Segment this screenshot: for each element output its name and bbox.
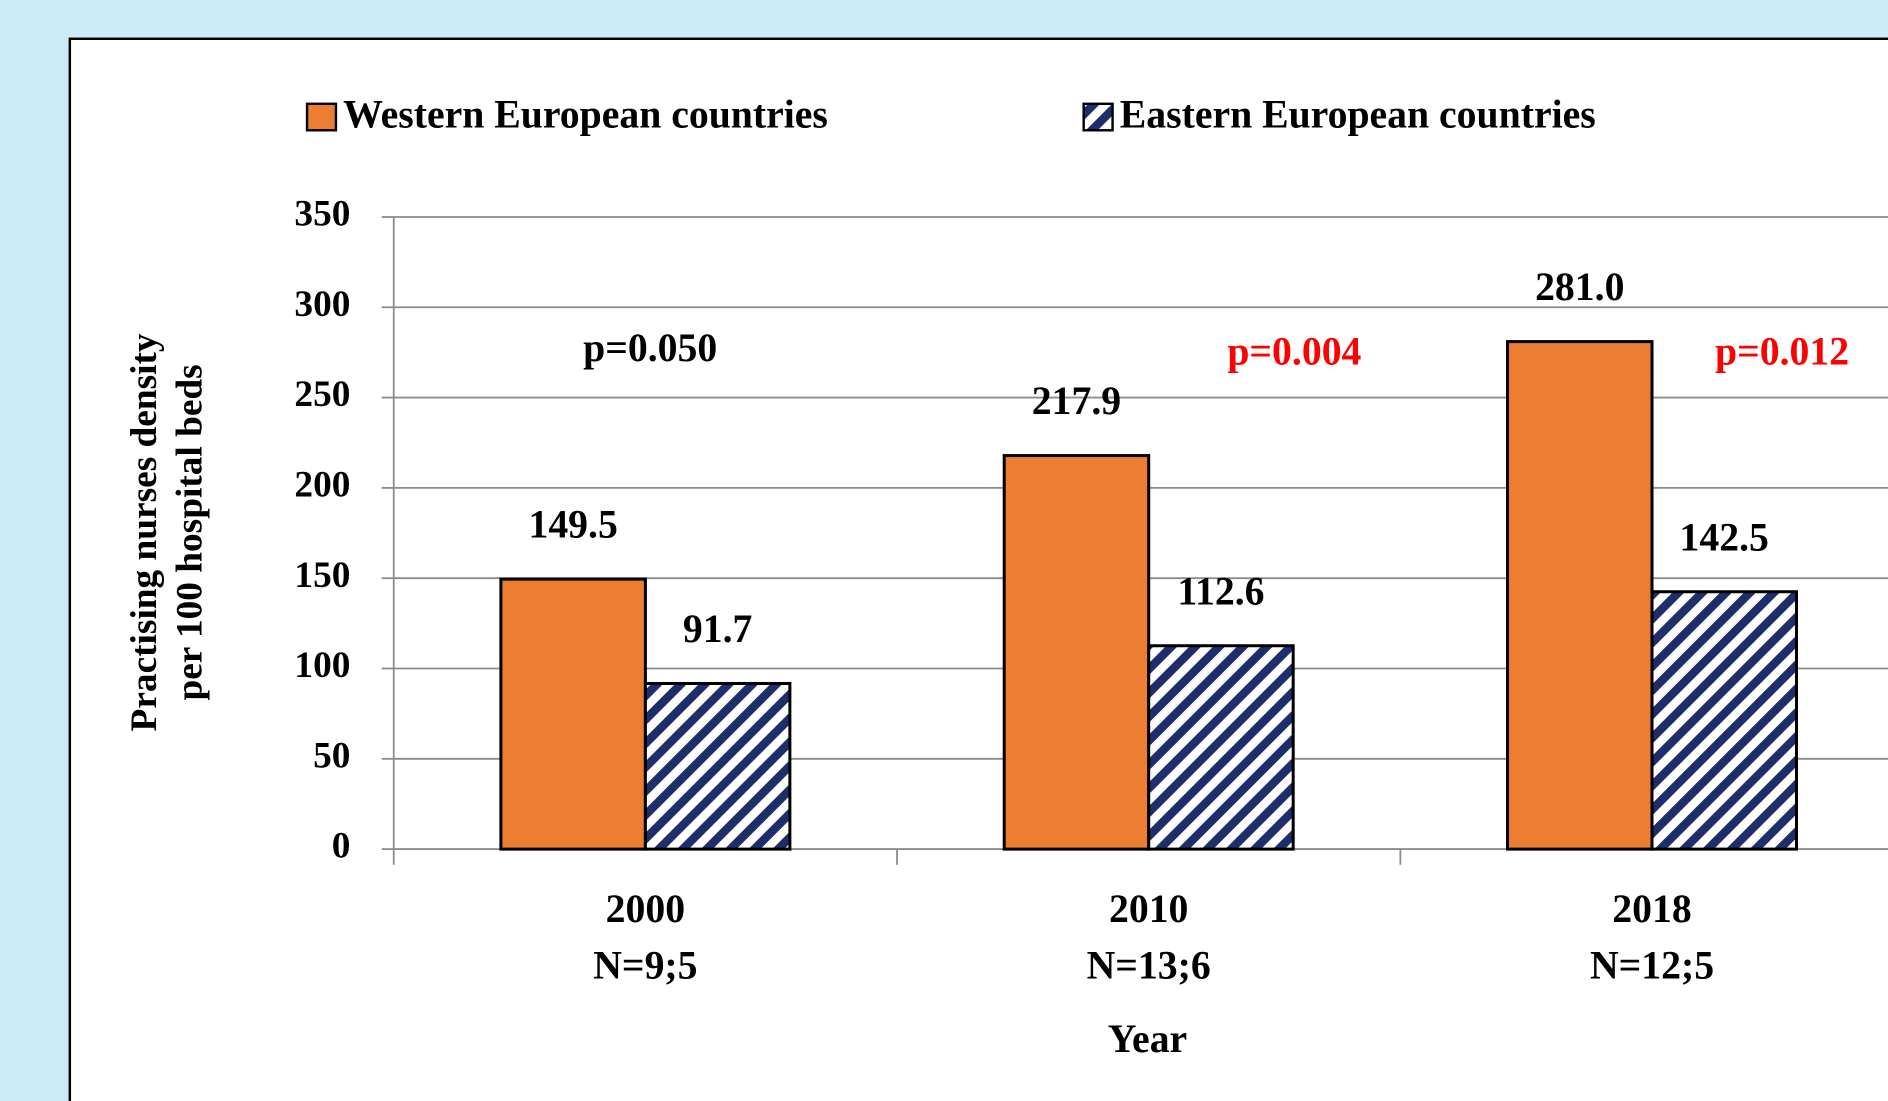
y-tick-label: 300 [294,284,350,325]
x-axis-label: Year [1108,1017,1187,1061]
legend-swatch [1082,102,1114,132]
bar [499,577,647,851]
bar [643,681,792,851]
data-label: 112.6 [1177,569,1264,613]
bar [1147,644,1295,851]
y-tick-label: 200 [294,464,350,505]
x-tick-label: 2018 [1612,887,1691,931]
y-tick-label: 350 [294,194,350,235]
y-axis-label: Practising nurses density per 100 hospita… [123,333,210,731]
y-tick-label: 0 [332,826,351,867]
data-label: 142.5 [1680,515,1769,559]
x-tick-note: N=12;5 [1590,944,1714,988]
legend-label: Western European countries [343,92,828,136]
y-tick-label: 150 [294,555,350,596]
annotation: p=0.050 [583,326,717,370]
annotation: p=0.004 [1227,330,1361,374]
data-label: 217.9 [1032,379,1121,423]
x-tick-note: N=9;5 [593,944,697,988]
y-tick-label: 250 [294,374,350,415]
bar [1506,340,1654,851]
x-tick-note: N=13;6 [1087,944,1211,988]
bar [1650,590,1798,851]
data-label: 91.7 [683,607,753,651]
annotation: p=0.012 [1715,330,1849,374]
legend-swatch [305,102,338,132]
y-axis-label-line: per 100 hospital beds [169,364,210,700]
data-label: 281.0 [1535,265,1624,309]
x-tick-label: 2000 [606,887,685,931]
legend-label: Eastern European countries [1120,92,1596,136]
data-label: 149.5 [528,503,617,547]
y-tick-label: 50 [313,735,350,776]
bar [1002,454,1151,851]
x-tick-label: 2010 [1109,887,1188,931]
y-axis-label-line: Practising nurses density [123,333,164,731]
y-tick-label: 100 [294,645,350,686]
